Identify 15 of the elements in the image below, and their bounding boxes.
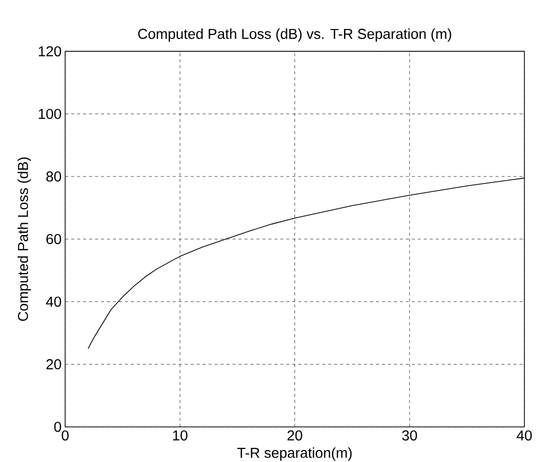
- y-tick-label: 0: [54, 422, 62, 432]
- y-tick-label: 20: [46, 359, 62, 370]
- y-tick-label: 100: [38, 108, 62, 119]
- y-tick-label: 80: [46, 171, 62, 182]
- y-axis-title: Computed Path Loss (dB): [18, 157, 31, 321]
- chart-title: Computed Path Loss (dB) vs. T-R Separation (m): [138, 28, 452, 42]
- x-tick-label: 20: [288, 430, 302, 440]
- x-axis-title: T-R separation(m): [237, 447, 352, 461]
- x-tick-label: 40: [516, 430, 532, 440]
- x-tick-label: 10: [173, 430, 188, 440]
- y-tick-label: 40: [46, 296, 62, 307]
- y-tick-label: 120: [38, 46, 62, 56]
- x-tick-label: 30: [402, 430, 417, 440]
- x-tick-label: 0: [62, 430, 69, 440]
- y-tick-label: 60: [46, 234, 62, 244]
